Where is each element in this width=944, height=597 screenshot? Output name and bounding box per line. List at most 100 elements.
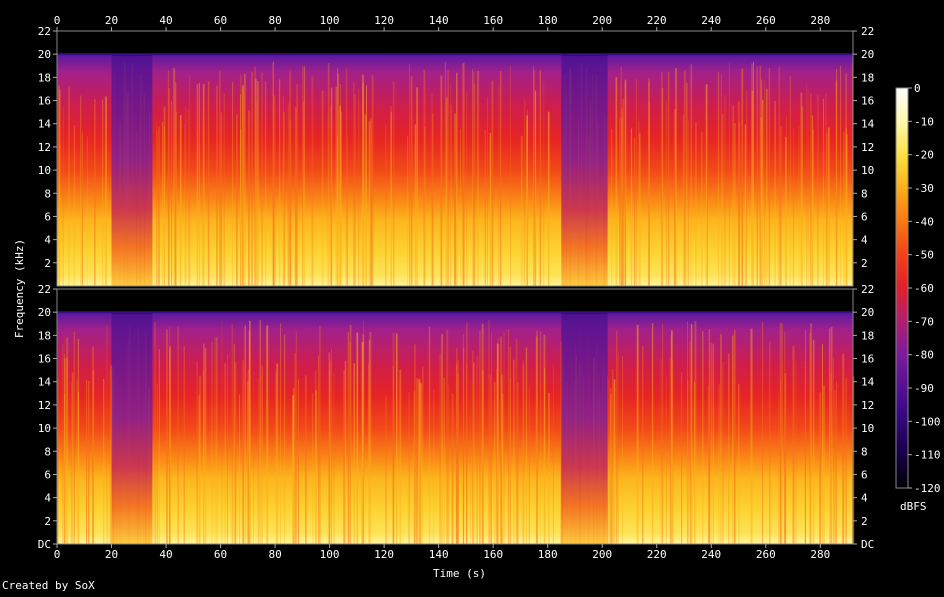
texture-stripe	[456, 72, 458, 286]
texture-stripe	[509, 378, 511, 544]
texture-stripe	[481, 370, 484, 544]
texture-stripe	[622, 356, 623, 544]
texture-stripe	[371, 75, 374, 286]
texture-stripe	[244, 73, 246, 286]
texture-stripe	[487, 97, 488, 286]
texture-stripe	[328, 352, 330, 544]
texture-stripe	[462, 348, 465, 544]
texture-stripe	[353, 82, 355, 286]
x-tick-label-bottom: 160	[483, 548, 503, 561]
texture-stripe	[224, 363, 226, 544]
texture-stripe	[344, 360, 347, 544]
texture-stripe	[547, 111, 550, 286]
texture-stripe	[845, 73, 847, 287]
texture-stripe	[801, 106, 804, 286]
texture-stripe	[525, 347, 528, 544]
texture-stripe	[419, 383, 422, 544]
texture-stripe	[845, 128, 847, 286]
y-axis-label: Frequency (kHz)	[13, 238, 27, 339]
texture-stripe	[287, 103, 290, 286]
texture-stripe	[345, 68, 348, 286]
y-tick-label-left: 2	[44, 257, 51, 270]
texture-stripe	[718, 384, 720, 544]
texture-stripe	[256, 100, 258, 286]
y-tick-label-left: 12	[38, 399, 51, 412]
texture-stripe	[613, 379, 616, 544]
texture-stripe	[702, 331, 704, 544]
texture-stripe	[62, 106, 64, 287]
y-tick-label-left: 16	[38, 95, 51, 108]
texture-stripe	[196, 361, 198, 544]
texture-stripe	[543, 334, 546, 544]
texture-stripe	[73, 331, 75, 544]
x-tick-label-top: 120	[374, 14, 394, 27]
texture-stripe	[249, 320, 251, 544]
y-tick-label-right: 8	[861, 187, 868, 200]
texture-stripe	[708, 385, 710, 544]
y-tick-label-right: 2	[861, 257, 868, 270]
texture-stripe	[422, 366, 424, 544]
texture-stripe	[733, 123, 736, 286]
texture-stripe	[694, 381, 695, 544]
texture-stripe	[227, 354, 228, 544]
channel-2-background	[57, 289, 853, 544]
texture-stripe	[766, 88, 768, 287]
texture-stripe	[296, 84, 298, 286]
texture-stripe	[361, 341, 364, 544]
texture-stripe	[183, 346, 185, 544]
y-tick-label-left: 2	[44, 515, 51, 528]
texture-stripe	[807, 88, 809, 286]
texture-stripe	[58, 85, 60, 286]
texture-stripe	[80, 95, 82, 286]
texture-stripe	[806, 84, 807, 286]
texture-stripe	[639, 132, 641, 286]
x-tick-label-bottom: 100	[320, 548, 340, 561]
texture-stripe	[253, 371, 254, 544]
texture-stripe	[197, 133, 198, 286]
channel-2-spectrogram	[57, 289, 855, 544]
texture-stripe	[798, 125, 800, 286]
texture-stripe	[333, 373, 335, 544]
texture-stripe	[366, 85, 367, 287]
texture-stripe	[611, 369, 614, 544]
texture-stripe	[240, 94, 241, 286]
texture-stripe	[248, 110, 250, 286]
texture-stripe	[624, 81, 626, 286]
texture-stripe	[57, 378, 59, 544]
texture-stripe	[102, 99, 104, 286]
texture-stripe	[86, 136, 88, 286]
texture-stripe	[695, 122, 697, 286]
texture-stripe	[188, 109, 189, 286]
texture-stripe	[289, 119, 292, 287]
x-tick-label-bottom: 20	[105, 548, 118, 561]
texture-stripe	[363, 320, 365, 544]
texture-stripe	[302, 101, 304, 286]
texture-stripe	[294, 107, 297, 286]
texture-stripe	[305, 375, 307, 544]
colorbar-tick-label: -20	[914, 149, 934, 162]
texture-stripe	[276, 363, 279, 544]
texture-stripe	[172, 67, 175, 287]
x-tick-label-bottom: 180	[538, 548, 558, 561]
texture-stripe	[738, 100, 740, 287]
texture-stripe	[364, 114, 367, 286]
texture-stripe	[66, 357, 68, 544]
texture-stripe	[289, 72, 291, 286]
texture-stripe	[800, 92, 803, 286]
texture-stripe	[444, 61, 446, 287]
channel-1-spectrogram	[57, 31, 853, 287]
y-tick-label-right: 20	[861, 48, 874, 61]
colorbar	[895, 87, 909, 489]
texture-stripe	[517, 382, 519, 544]
texture-stripe	[368, 363, 370, 544]
texture-stripe	[448, 385, 450, 544]
texture-stripe	[457, 360, 459, 544]
texture-stripe	[720, 334, 722, 544]
texture-stripe	[768, 68, 771, 286]
x-tick-label-bottom: 280	[810, 548, 830, 561]
texture-stripe	[501, 393, 504, 544]
texture-stripe	[385, 124, 387, 286]
texture-stripe	[340, 111, 342, 287]
texture-stripe	[466, 364, 468, 544]
texture-stripe	[732, 335, 734, 544]
